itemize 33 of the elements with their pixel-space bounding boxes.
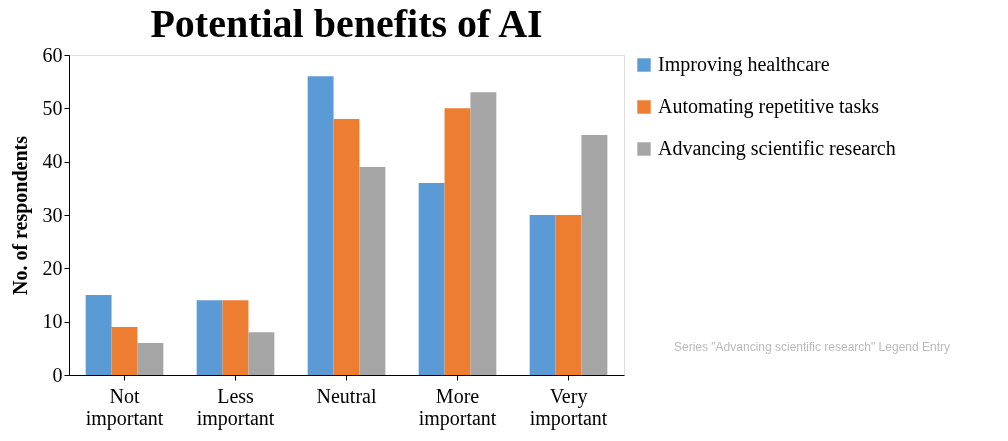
chart-title: Potential benefits of AI	[150, 1, 543, 46]
bar	[222, 300, 249, 375]
legend-label: Improving healthcare	[658, 53, 830, 76]
bar	[418, 183, 445, 375]
y-tick-label: 0	[52, 363, 63, 386]
x-tick-label: Not important	[85, 384, 164, 430]
bar	[529, 215, 556, 375]
bar	[248, 332, 275, 375]
y-tick-label: 20	[42, 256, 63, 279]
y-tick-label: 50	[42, 96, 63, 119]
y-tick-label: 10	[42, 310, 63, 333]
bar	[333, 119, 360, 375]
bar	[581, 135, 608, 375]
legend-label: Advancing scientific research	[658, 137, 896, 160]
bar	[444, 108, 471, 375]
x-tick-label: Very important	[529, 384, 608, 430]
text: Series "Advancing scientific research" Legend Entry	[674, 340, 950, 354]
y-axis-title: No. of respondents	[8, 135, 32, 296]
bar	[555, 215, 582, 375]
y-tick-label: 40	[42, 150, 63, 173]
bar	[307, 76, 334, 375]
bar	[359, 167, 386, 375]
y-tick-label: 30	[42, 203, 63, 226]
x-tick-label: Less important	[196, 384, 275, 430]
x-tick-label: More important	[418, 384, 497, 430]
y-tick-label: 60	[42, 43, 63, 66]
bar	[196, 300, 223, 375]
bar	[470, 92, 497, 375]
bar	[85, 295, 112, 375]
bar	[111, 327, 138, 375]
legend-label: Automating repetitive tasks	[658, 95, 880, 118]
bar	[137, 343, 164, 375]
x-tick-label: Neutral	[316, 384, 377, 407]
